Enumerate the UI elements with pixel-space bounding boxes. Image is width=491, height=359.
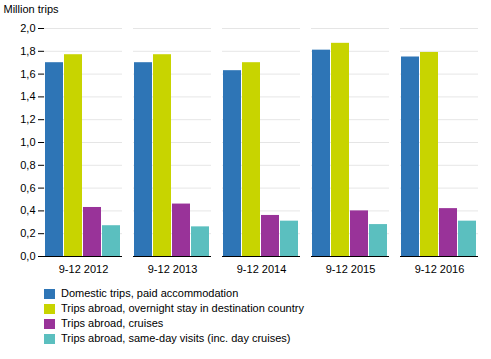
svg-text:0,4: 0,4 (20, 204, 35, 216)
svg-text:9-12 2012: 9-12 2012 (59, 263, 109, 275)
html-text:Trips abroad, cruises: Trips abroad, cruises (61, 317, 164, 329)
html-text:Domestic trips, paid accommoda: Domestic trips, paid accommodation (61, 287, 239, 299)
svg-text:9-12 2016: 9-12 2016 (415, 263, 465, 275)
svg-text:1,0: 1,0 (20, 136, 35, 148)
svg-text:9-12 2014: 9-12 2014 (237, 263, 287, 275)
svg-text:0,6: 0,6 (20, 182, 35, 194)
svg-text:0,0: 0,0 (20, 250, 35, 262)
svg-text:2,0: 2,0 (20, 22, 35, 34)
svg-text:1,6: 1,6 (20, 68, 35, 80)
svg-text:1,8: 1,8 (20, 45, 35, 57)
html-text:Trips abroad, overnight stay i: Trips abroad, overnight stay in destinat… (61, 302, 304, 314)
svg-text:0,8: 0,8 (20, 159, 35, 171)
svg-text:1,4: 1,4 (20, 90, 35, 102)
svg-text:9-12 2015: 9-12 2015 (326, 263, 376, 275)
html-text:Trips abroad, same-day visits: Trips abroad, same-day visits (inc. day … (61, 332, 291, 344)
svg-text:9-12 2013: 9-12 2013 (148, 263, 198, 275)
svg-text:0,2: 0,2 (20, 227, 35, 239)
svg-text:Million trips: Million trips (4, 3, 60, 15)
svg-text:1,2: 1,2 (20, 113, 35, 125)
